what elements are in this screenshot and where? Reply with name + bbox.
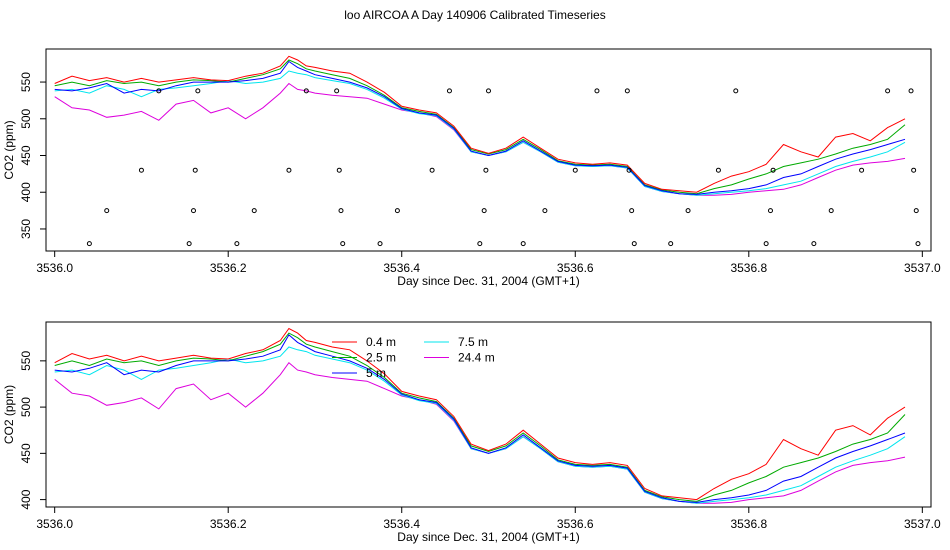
chart0-x-tick-label: 3536.2 xyxy=(210,261,247,275)
chart0-scatter-point xyxy=(629,208,635,214)
chart0-series-line-7-5-m xyxy=(54,70,906,196)
chart0-scatter-point xyxy=(338,208,344,214)
chart1-series-line-24-4-m xyxy=(54,361,906,504)
chart1-x-tick-label: 3537.0 xyxy=(904,517,941,531)
chart0-scatter-point xyxy=(234,241,240,247)
chart0-scatter-point xyxy=(377,241,383,247)
chart1-plot-frame xyxy=(45,321,932,508)
figure-title: loo AIRCOA A Day 140906 Calibrated Times… xyxy=(344,8,605,22)
chart1-series-line-5-m xyxy=(54,334,906,503)
chart1-x-tick-label: 3536.8 xyxy=(730,517,767,531)
chart0-scatter-point xyxy=(195,88,201,94)
chart1-y-tick-label: 500 xyxy=(19,397,33,417)
chart0-scatter-point xyxy=(334,88,340,94)
chart0-y-tick-label: 400 xyxy=(19,182,33,202)
chart0-scatter-point xyxy=(104,208,110,214)
chart0-scatter-point xyxy=(915,241,921,247)
chart0-plot-area xyxy=(54,55,921,247)
chart1-legend-label: 24.4 m xyxy=(458,351,495,365)
chart0-y-tick-label: 450 xyxy=(19,145,33,165)
chart0-y-tick-label: 350 xyxy=(19,219,33,239)
chart0-scatter-point xyxy=(908,88,914,94)
chart0-x-tick-label: 3536.4 xyxy=(383,261,420,275)
chart1-series-line-2-5-m xyxy=(54,332,906,502)
chart0-scatter-point xyxy=(542,208,548,214)
chart0-x-tick-label: 3536.6 xyxy=(557,261,594,275)
chart0-series-line-0-4-m xyxy=(54,55,906,193)
chart0-scatter-point xyxy=(811,241,817,247)
chart0-series-line-5-m xyxy=(54,60,906,195)
chart1-legend-label: 0.4 m xyxy=(366,335,396,349)
chart0-scatter-point xyxy=(859,167,865,173)
chart1-y-tick-label: 450 xyxy=(19,443,33,463)
chart1-legend-label: 2.5 m xyxy=(366,351,396,365)
chart0-scatter-point xyxy=(668,241,674,247)
chart0-scatter-point xyxy=(483,167,489,173)
chart0-scatter-point xyxy=(251,208,257,214)
chart0-scatter-point xyxy=(86,241,92,247)
chart0-scatter-point xyxy=(340,241,346,247)
chart0-scatter-point xyxy=(685,208,691,214)
chart0-x-tick-label: 3536.0 xyxy=(36,261,73,275)
chart0-scatter-point xyxy=(828,208,834,214)
chart0-x-tick-label: 3536.8 xyxy=(730,261,767,275)
chart0-scatter-point xyxy=(770,167,776,173)
chart1-x-axis-label: Day since Dec. 31, 2004 (GMT+1) xyxy=(397,530,579,544)
chart0-scatter-point xyxy=(336,167,342,173)
chart0-series-line-2-5-m xyxy=(54,59,906,195)
chart0-scatter-point xyxy=(446,88,452,94)
chart0-y-tick-label: 550 xyxy=(19,72,33,92)
chart0-scatter-point xyxy=(911,167,917,173)
chart1-x-tick-label: 3536.6 xyxy=(557,517,594,531)
chart0-scatter-point xyxy=(594,88,600,94)
chart0-plot-frame xyxy=(45,48,932,252)
chart1-x-tick-label: 3536.0 xyxy=(36,517,73,531)
chart1-series-line-7-5-m xyxy=(54,346,906,504)
chart0-y-tick-label: 500 xyxy=(19,108,33,128)
chart0-scatter-point xyxy=(481,208,487,214)
chart0-scatter-point xyxy=(763,241,769,247)
chart0-scatter-point xyxy=(192,167,198,173)
chart0-scatter-point xyxy=(486,88,491,94)
chart0-scatter-point xyxy=(186,241,192,247)
chart0-scatter-point xyxy=(624,88,630,94)
chart0-x-tick-label: 3537.0 xyxy=(904,261,941,275)
chart0-scatter-point xyxy=(520,241,526,247)
chart1-legend-label: 5 m xyxy=(366,366,386,380)
chart1-x-tick-label: 3536.2 xyxy=(210,517,247,531)
chart1-series-line-0-4-m xyxy=(54,327,906,501)
chart0-scatter-point xyxy=(626,167,632,173)
chart0-scatter-point xyxy=(631,241,637,247)
chart0-y-axis-label: CO2 (ppm) xyxy=(2,120,16,179)
lower-panel: 3536.0 3536.2 3536.4 3536.6 3536.8 3537.0 400 4… xyxy=(2,321,941,544)
chart0-scatter-point xyxy=(733,88,739,94)
chart0-scatter-point xyxy=(572,167,578,173)
chart0-scatter-point xyxy=(885,88,891,94)
chart0-series-line-24-4-m xyxy=(54,82,906,196)
chart1-x-tick-label: 3536.4 xyxy=(383,517,420,531)
chart0-scatter-point xyxy=(394,208,400,214)
chart0-scatter-point xyxy=(156,88,162,94)
chart1-y-axis-label: CO2 (ppm) xyxy=(2,385,16,444)
chart0-scatter-point xyxy=(138,167,144,173)
chart0-scatter-point xyxy=(429,167,435,173)
chart0-scatter-point xyxy=(767,208,773,214)
chart1-y-tick-label: 550 xyxy=(19,351,33,371)
chart0-scatter-point xyxy=(913,208,919,214)
chart0-scatter-point xyxy=(477,241,483,247)
chart1-plot-area xyxy=(54,327,906,504)
chart0-scatter-point xyxy=(286,167,292,173)
upper-panel: 3536.0 3536.2 3536.4 3536.6 3536.8 3537.0 350 4… xyxy=(2,48,941,288)
chart0-scatter-point xyxy=(191,208,196,214)
chart0-x-axis-label: Day since Dec. 31, 2004 (GMT+1) xyxy=(397,274,579,288)
chart1-y-tick-label: 400 xyxy=(19,489,33,509)
chart0-scatter-point xyxy=(715,167,721,173)
chart1-legend-label: 7.5 m xyxy=(458,335,488,349)
chart0-scatter-point xyxy=(303,88,309,94)
